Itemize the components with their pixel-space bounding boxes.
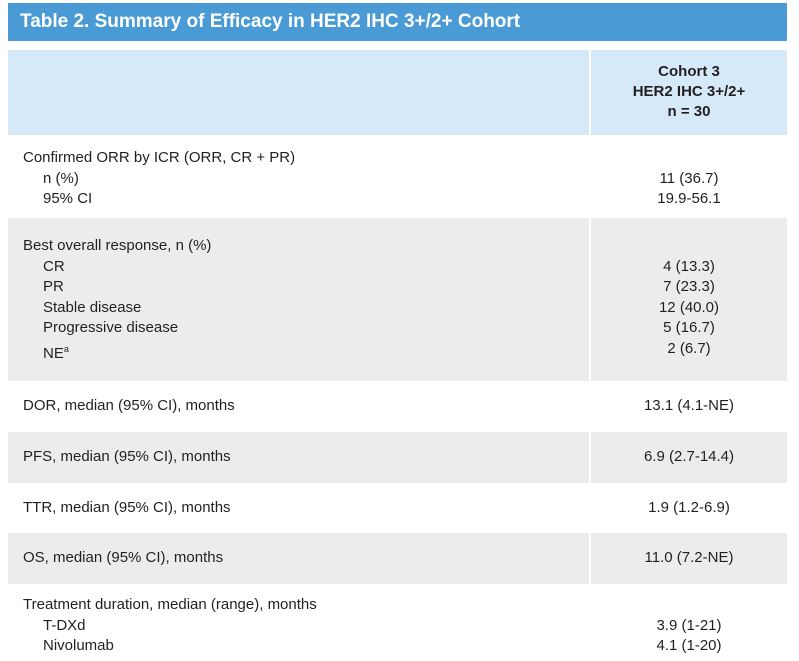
row-item-label: Stable disease <box>43 298 142 316</box>
table-row-ttr: TTR, median (95% CI), months 1.9 (1.2-6.… <box>8 483 787 533</box>
column-divider <box>589 533 591 584</box>
row-item-value: 2 (6.7) <box>667 339 711 357</box>
row-value: 6.9 (2.7-14.4) <box>643 448 735 465</box>
column-divider <box>589 432 591 483</box>
row-heading: TTR, median (95% CI), months <box>23 499 231 516</box>
row-item-label-ne: NEa <box>23 339 211 362</box>
row-item-value: 19.9-56.1 <box>657 190 721 207</box>
table-row-best-overall-response: Best overall response, n (%) CR PR Stabl… <box>8 218 787 381</box>
row-heading: OS, median (95% CI), months <box>23 549 224 566</box>
table-header: Cohort 3 HER2 IHC 3+/2+ n = 30 <box>8 50 787 135</box>
row-value: 1.9 (1.2-6.9) <box>648 499 730 516</box>
row-heading: Best overall response, n (%) <box>23 237 212 254</box>
table-title: Table 2. Summary of Efficacy in HER2 IHC… <box>8 3 787 41</box>
table-row-orr: Confirmed ORR by ICR (ORR, CR + PR) n (%… <box>8 135 787 218</box>
column-header-line-2: HER2 IHC 3+/2+ <box>632 83 746 100</box>
table-row-pfs: PFS, median (95% CI), months 6.9 (2.7-14… <box>8 432 787 483</box>
row-values-bor: 4 (13.3) 7 (23.3) 12 (40.0) 5 (16.7) 2 (… <box>591 257 787 360</box>
row-heading: Treatment duration, median (range), mont… <box>23 596 317 613</box>
footnote-marker: a <box>63 343 69 354</box>
ne-label: NE <box>43 344 64 362</box>
column-divider <box>589 584 591 661</box>
table-row-dor: DOR, median (95% CI), months 13.1 (4.1-N… <box>8 381 787 432</box>
row-value: 13.1 (4.1-NE) <box>643 397 735 414</box>
row-value: 11.0 (7.2-NE) <box>644 549 734 566</box>
row-item-value: 7 (23.3) <box>663 278 715 295</box>
column-divider <box>589 381 591 432</box>
row-values-treatment-duration: 3.9 (1-21) 4.1 (1-20) <box>591 616 787 657</box>
row-values-orr: 11 (36.7) 19.9-56.1 <box>591 169 787 210</box>
column-divider <box>589 218 591 381</box>
row-item-value: 4 (13.3) <box>663 257 715 275</box>
row-heading: DOR, median (95% CI), months <box>23 397 235 414</box>
row-item-label: Nivolumab <box>43 637 114 654</box>
row-item-label: n (%) <box>43 169 79 187</box>
column-header-line-1: Cohort 3 <box>658 63 720 80</box>
row-item-value: 5 (16.7) <box>663 319 715 336</box>
row-heading: PFS, median (95% CI), months <box>23 448 231 465</box>
column-divider <box>589 135 591 218</box>
row-item-value: 4.1 (1-20) <box>656 637 722 654</box>
row-item-label: PR <box>43 278 64 295</box>
row-heading: Confirmed ORR by ICR (ORR, CR + PR) <box>23 149 296 166</box>
column-divider <box>589 50 591 135</box>
table-row-treatment-duration: Treatment duration, median (range), mont… <box>8 584 787 661</box>
row-item-label: CR <box>43 257 65 275</box>
row-item-value: 11 (36.7) <box>659 169 719 187</box>
column-header-line-3: n = 30 <box>667 103 711 120</box>
table-row-os: OS, median (95% CI), months 11.0 (7.2-NE… <box>8 533 787 584</box>
row-label-bor: Best overall response, n (%) CR PR Stabl… <box>23 236 212 362</box>
column-divider <box>589 483 591 533</box>
row-item-label: 95% CI <box>43 190 93 207</box>
row-label-treatment-duration: Treatment duration, median (range), mont… <box>23 595 317 657</box>
row-item-label: Progressive disease <box>43 319 179 336</box>
row-item-label: T-DXd <box>43 616 86 634</box>
row-label-orr: Confirmed ORR by ICR (ORR, CR + PR) n (%… <box>23 148 295 210</box>
column-header-cohort-3: Cohort 3 HER2 IHC 3+/2+ n = 30 <box>591 62 787 122</box>
row-item-value: 12 (40.0) <box>658 298 720 316</box>
row-item-value: 3.9 (1-21) <box>656 616 722 634</box>
